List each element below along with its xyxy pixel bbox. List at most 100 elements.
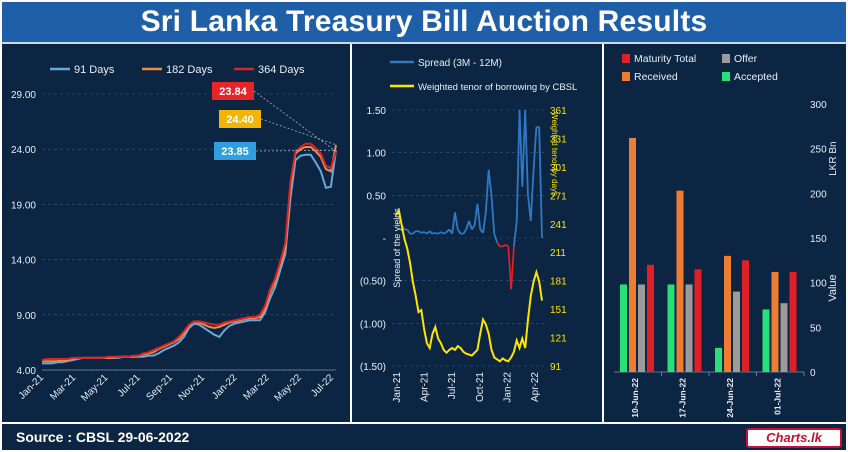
y-tick-label: 150 (810, 234, 827, 245)
spread-segment (482, 212, 487, 234)
annotation-label: 23.85 (221, 146, 249, 158)
x-tick-label: 24-Jun-22 (725, 378, 735, 418)
auction-chart: Maturity Total Offer Received Accepted 300 25… (614, 53, 839, 418)
x-tick-label: Mar-22 (241, 372, 271, 402)
bar-maturity-total (789, 271, 797, 372)
spread-segment (429, 230, 434, 235)
spread-segment (496, 241, 501, 248)
x-tick-label: 10-Jun-22 (630, 378, 640, 418)
spread-segment (432, 232, 436, 235)
spread-segment (412, 230, 417, 235)
tenor-line (395, 207, 543, 363)
bar-received (724, 255, 731, 372)
y-right-tick-label: 301 (550, 163, 567, 174)
spread-segment (524, 109, 529, 196)
spread-segment (529, 169, 535, 221)
spread-segment (454, 212, 459, 230)
spread-segment (451, 212, 456, 234)
bar-maturity-total (647, 264, 654, 372)
bar-accepted (620, 284, 627, 372)
x-tick-label: Sep-21 (144, 372, 175, 403)
y-right-tick-label: 151 (550, 305, 567, 316)
y-right-tick-label: 331 (550, 134, 567, 145)
y-left-tick-label: 1.00 (367, 149, 387, 160)
spread-segment (457, 228, 462, 235)
y-tick-label: 100 (810, 279, 827, 290)
y-right-axis-title: Weighted tenor by days (550, 112, 559, 196)
y-right-tick-label: 211 (550, 248, 566, 259)
spread-segment (471, 224, 476, 230)
legend-label: Accepted (734, 71, 778, 83)
spread-segment (406, 228, 411, 235)
bar-offer (685, 284, 693, 372)
y-right-tick-label: 91 (550, 362, 562, 373)
y-right-tick-label: 241 (550, 220, 567, 231)
annotation-box (219, 110, 261, 128)
page-title: Sri Lanka Treasury Bill Auction Results (140, 5, 708, 38)
y-tick-label: 24.00 (11, 145, 36, 156)
y-left-tick-label: 0.50 (367, 191, 387, 202)
bar-offer (733, 291, 740, 372)
y-tick-label: 250 (810, 145, 827, 156)
x-tick-label: Jul-21 (447, 372, 458, 400)
spread-segment (468, 220, 473, 230)
spread-segment (515, 109, 521, 221)
x-tick-label: 17-Jun-22 (678, 378, 688, 418)
legend-label: 364 Days (258, 64, 305, 76)
x-tick-label: Jan-21 (392, 372, 403, 403)
y-axis-title: Value (827, 274, 839, 301)
title-bar: Sri Lanka Treasury Bill Auction Results (2, 2, 846, 44)
annotation-label: 23.84 (219, 86, 247, 98)
spread-segment (443, 231, 448, 235)
spread-segment (490, 195, 496, 234)
annotation-box (212, 82, 254, 100)
bar-accepted (762, 309, 770, 372)
brand-logo-text: Charts.lk (766, 430, 822, 445)
x-tick-label: May-21 (79, 372, 111, 404)
spread-segment (513, 220, 518, 247)
series-line-364-days (41, 142, 337, 362)
bar-received (629, 137, 636, 372)
bar-received (676, 190, 684, 372)
spread-panel: Spread (3M - 12M) Weighted tenor of borro… (352, 44, 602, 422)
bar-maturity-total (742, 260, 749, 372)
y-tick-label: 200 (810, 189, 827, 200)
x-tick-label: Jul-21 (116, 372, 143, 399)
spread-chart: Spread (3M - 12M) Weighted tenor of borro… (360, 58, 577, 403)
y-left-tick-label: (1.50) (360, 362, 386, 373)
x-tick-label: Jul-22 (309, 372, 336, 399)
y-left-tick-label: 1.50 (367, 106, 387, 117)
x-tick-label: May-22 (273, 372, 305, 404)
x-tick-label: Mar-21 (48, 372, 78, 402)
spread-segment (532, 127, 538, 170)
auction-panel: Maturity Total Offer Received Accepted 300 25… (604, 44, 846, 422)
legend-swatch (622, 72, 630, 81)
source-note: Source : CBSL 29-06-2022 (16, 429, 190, 445)
spread-segment (435, 232, 439, 235)
spread-segment (493, 233, 498, 243)
y-tick-label: 300 (810, 100, 827, 111)
annotation-box (214, 142, 256, 160)
yields-panel: 29.00 24.00 19.00 14.00 9.00 4.00 Jan-21 Mar-21… (2, 44, 350, 422)
spread-segment (484, 169, 490, 213)
legend-swatch (722, 54, 730, 63)
y-tick-label: 19.00 (11, 200, 36, 211)
x-tick-label: Jan-22 (502, 372, 513, 403)
y-right-tick-label: 181 (550, 277, 567, 288)
y-tick-label: 50 (810, 323, 822, 334)
y-left-axis-title: Spread of the yields (392, 208, 402, 288)
y-left-tick-label: - (383, 234, 386, 245)
legend-label: Maturity Total (634, 53, 696, 65)
x-tick-label: 01-Jul-22 (773, 378, 783, 415)
annotation-leader (255, 149, 337, 152)
x-tick-label: Oct-21 (475, 372, 486, 402)
x-tick-label: Jan-22 (210, 372, 240, 402)
spread-segment (437, 231, 442, 235)
legend-swatch (622, 54, 630, 63)
spread-segment (505, 244, 509, 248)
y-tick-label: 29.00 (11, 90, 36, 101)
spread-segment (426, 230, 431, 235)
bar-maturity-total (694, 269, 702, 372)
legend-label: Offer (734, 53, 758, 65)
